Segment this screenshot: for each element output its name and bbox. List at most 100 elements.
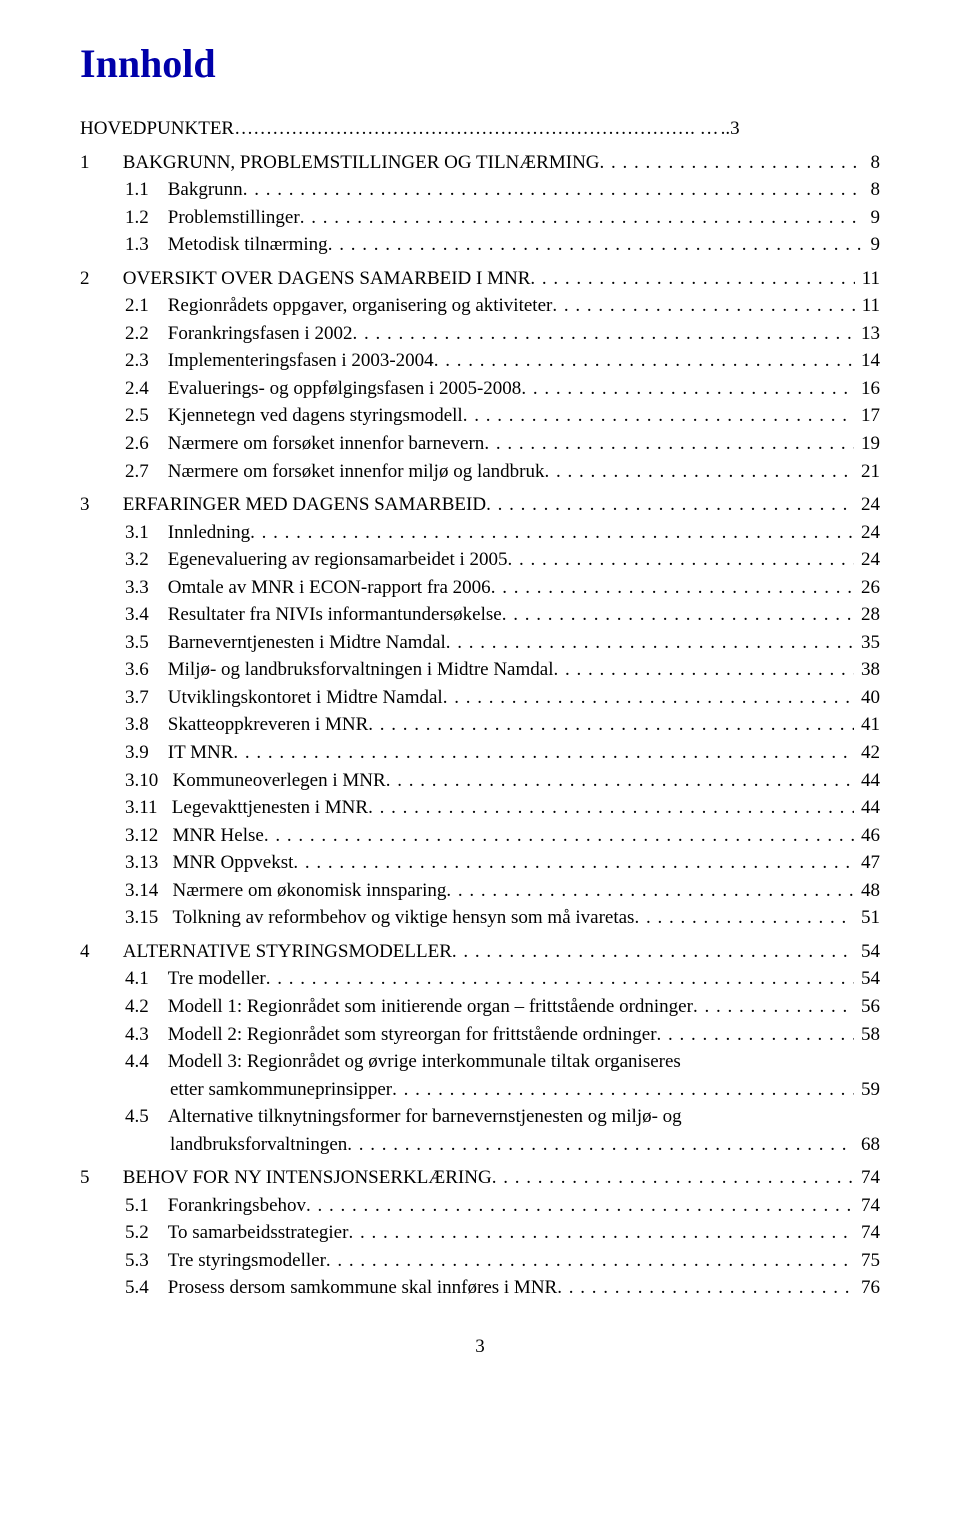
- toc-entry: 5.1 Forankringsbehov 74: [80, 1192, 880, 1220]
- toc-entry-number: 4.1: [80, 965, 168, 993]
- toc-entry: 1.1 Bakgrunn 8: [80, 176, 880, 204]
- toc-entry-label: Nærmere om økonomisk innsparing: [173, 877, 447, 905]
- toc-entry-number: 3.2: [80, 546, 168, 574]
- toc-entry-page: 54: [854, 965, 880, 993]
- toc-entry-number: 5.3: [80, 1247, 168, 1275]
- toc-entry-label: Nærmere om forsøket innenfor miljø og la…: [168, 458, 545, 486]
- toc-entry: 3.15 Tolkning av reformbehov og viktige …: [80, 904, 880, 932]
- toc-entry-page: 11: [855, 292, 880, 320]
- toc-entry-label: Evaluerings- og oppfølgingsfasen i 2005-…: [168, 375, 522, 403]
- toc-entry-page: 38: [854, 656, 880, 684]
- toc-entry: 2.1 Regionrådets oppgaver, organisering …: [80, 292, 880, 320]
- toc-leader-dots: [521, 375, 854, 403]
- toc-entry-label: BAKGRUNN, PROBLEMSTILLINGER OG TILNÆRMIN…: [123, 149, 600, 177]
- toc-entry-page: 26: [854, 574, 880, 602]
- toc-entry-number: 1.1: [80, 176, 168, 204]
- toc-leader-dots: [491, 574, 855, 602]
- toc-entry-label: Tre styringsmodeller: [168, 1247, 326, 1275]
- toc-entry-number: 3.1: [80, 519, 168, 547]
- toc-entry-number: 2: [80, 265, 123, 293]
- toc-entry-number: 2.6: [80, 430, 168, 458]
- toc-entry-page: 13: [854, 320, 880, 348]
- toc-entry-wrap: landbruksforvaltningen 68: [80, 1131, 880, 1159]
- toc-leader-dots: [443, 684, 855, 712]
- toc-entry: 3.1 Innledning 24: [80, 519, 880, 547]
- toc-entry-label: Miljø- og landbruksforvaltningen i Midtr…: [168, 656, 554, 684]
- toc-entry-number: 2.7: [80, 458, 168, 486]
- page: Innhold HOVEDPUNKTER………………………………………………………: [0, 0, 960, 1398]
- toc-leader-dots: [306, 1192, 854, 1220]
- toc-leader-dots: [452, 938, 854, 966]
- toc-entry-label: Kommuneoverlegen i MNR: [173, 767, 386, 795]
- toc-entry-page: 74: [854, 1192, 880, 1220]
- toc-entry-number: 4.3: [80, 1021, 168, 1049]
- toc-entry: HOVEDPUNKTER………………………………………………………………. ….…: [80, 115, 880, 143]
- toc-entry-label: MNR Helse: [173, 822, 264, 850]
- toc-entry-label: HOVEDPUNKTER………………………………………………………………. …: [80, 115, 719, 143]
- toc-entry-page: 44: [854, 767, 880, 795]
- toc-entry-page: 19: [854, 430, 880, 458]
- toc-entry-page: 24: [854, 519, 880, 547]
- toc-entry-number: 2.5: [80, 402, 168, 430]
- toc-entry-page: ..3: [719, 115, 740, 143]
- toc-entry-label: Utviklingskontoret i Midtre Namdal: [168, 684, 443, 712]
- toc-entry-label: IT MNR: [168, 739, 234, 767]
- toc-entry-label: landbruksforvaltningen: [170, 1131, 347, 1159]
- toc-leader-dots: [328, 231, 864, 259]
- toc-entry-page: 74: [854, 1164, 880, 1192]
- toc-leader-dots: [553, 656, 854, 684]
- toc-entry-number: 1.2: [80, 204, 168, 232]
- toc-entry-number: 2.3: [80, 347, 168, 375]
- toc-entry-label: Alternative tilknytningsformer for barne…: [168, 1103, 682, 1131]
- toc-entry: 4 ALTERNATIVE STYRINGSMODELLER 54: [80, 938, 880, 966]
- toc-leader-dots: [446, 877, 854, 905]
- toc-leader-dots: [634, 904, 854, 932]
- toc-entry-page: 11: [855, 265, 880, 293]
- toc-entry-label: BEHOV FOR NY INTENSJONSERKLÆRING: [123, 1164, 492, 1192]
- toc-entry: 3.7 Utviklingskontoret i Midtre Namdal 4…: [80, 684, 880, 712]
- toc-entry: 1.3 Metodisk tilnærming 9: [80, 231, 880, 259]
- toc-entry-label: Forankringsfasen i 2002: [168, 320, 353, 348]
- toc-leader-dots: [484, 430, 854, 458]
- toc-entry-page: 24: [854, 546, 880, 574]
- toc-leader-dots: [434, 347, 855, 375]
- toc-entry-label: Implementeringsfasen i 2003-2004: [168, 347, 434, 375]
- toc-entry-label: Prosess dersom samkommune skal innføres …: [168, 1274, 557, 1302]
- toc-leader-dots: [657, 1021, 855, 1049]
- toc-entry: 3.2 Egenevaluering av regionsamarbeidet …: [80, 546, 880, 574]
- toc-entry: 1 BAKGRUNN, PROBLEMSTILLINGER OG TILNÆRM…: [80, 149, 880, 177]
- toc-entry-number: 1.3: [80, 231, 168, 259]
- toc-entry-number: 1: [80, 149, 123, 177]
- toc-title: Innhold: [80, 40, 880, 87]
- toc-entry-page: 24: [854, 491, 880, 519]
- toc-leader-dots: [250, 519, 854, 547]
- toc-entry-number: 3.14: [80, 877, 173, 905]
- toc-entry-number: 3.8: [80, 711, 168, 739]
- toc-entry-label: Egenevaluering av regionsamarbeidet i 20…: [168, 546, 508, 574]
- toc-entry-page: 9: [864, 204, 880, 232]
- toc-leader-dots: [508, 546, 855, 574]
- toc-leader-dots: [545, 458, 855, 486]
- toc-entry: 4.1 Tre modeller 54: [80, 965, 880, 993]
- toc-entry: 2 OVERSIKT OVER DAGENS SAMARBEID I MNR 1…: [80, 265, 880, 293]
- toc-entry: 3.6 Miljø- og landbruksforvaltningen i M…: [80, 656, 880, 684]
- toc-leader-dots: [300, 204, 864, 232]
- toc-leader-dots: [348, 1219, 854, 1247]
- toc-entry-label: Resultater fra NIVIs informantundersøkel…: [168, 601, 502, 629]
- toc-entry-page: 35: [854, 629, 880, 657]
- toc-entry-number: 5.2: [80, 1219, 168, 1247]
- toc-entry: 2.5 Kjennetegn ved dagens styringsmodell…: [80, 402, 880, 430]
- toc-entry-page: 58: [854, 1021, 880, 1049]
- toc-entry-page: 8: [864, 176, 880, 204]
- toc-entry-number: 2.1: [80, 292, 168, 320]
- toc-entry-label: Bakgrunn: [168, 176, 243, 204]
- toc-entry-label: ALTERNATIVE STYRINGSMODELLER: [123, 938, 452, 966]
- toc-entry-page: 68: [854, 1131, 880, 1159]
- toc-entry: 5.4 Prosess dersom samkommune skal innfø…: [80, 1274, 880, 1302]
- toc-entry: 5.2 To samarbeidsstrategier 74: [80, 1219, 880, 1247]
- toc-entry: 3.5 Barneverntjenesten i Midtre Namdal 3…: [80, 629, 880, 657]
- toc-leader-dots: [368, 794, 854, 822]
- toc-entry: 4.5 Alternative tilknytningsformer for b…: [80, 1103, 880, 1131]
- toc-entry-label: Forankringsbehov: [168, 1192, 306, 1220]
- toc-entry-page: 9: [864, 231, 880, 259]
